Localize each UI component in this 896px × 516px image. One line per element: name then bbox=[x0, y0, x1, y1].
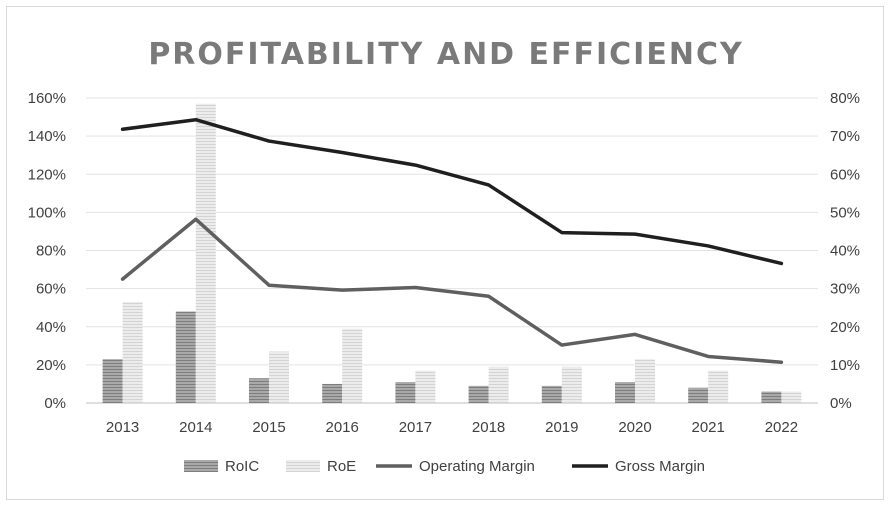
chart-title: PROFITABILITY AND EFFICIENCY bbox=[148, 37, 744, 72]
x-tick-label: 2013 bbox=[106, 419, 139, 436]
y-right-tick-label: 30% bbox=[830, 281, 860, 298]
x-tick-label: 2018 bbox=[472, 419, 505, 436]
x-tick-label: 2022 bbox=[765, 419, 798, 436]
axes: 0% 20% 40% 60% 80% 100% 120% 140% 160% 0% 10% 20% 30… bbox=[28, 90, 860, 436]
bar-roe bbox=[269, 351, 289, 403]
y-left-tick-label: 140% bbox=[28, 128, 66, 145]
bar-roe bbox=[342, 328, 363, 403]
bars bbox=[102, 103, 802, 403]
bar-roe bbox=[195, 103, 216, 403]
legend-label-roe: RoE bbox=[327, 458, 356, 475]
bar-roe bbox=[122, 301, 143, 403]
bar-roe bbox=[635, 359, 655, 403]
x-tick-label: 2014 bbox=[179, 419, 212, 436]
y-left-tick-label: 0% bbox=[44, 395, 66, 412]
y-left-tick-label: 80% bbox=[36, 243, 66, 260]
bar-roe bbox=[415, 370, 436, 403]
bar-roic bbox=[541, 385, 562, 403]
x-tick-label: 2021 bbox=[692, 419, 725, 436]
y-right-tick-label: 10% bbox=[830, 357, 860, 374]
y-right-tick-label: 60% bbox=[830, 166, 860, 183]
bar-roic bbox=[102, 359, 123, 403]
line-gross-margin bbox=[120, 117, 784, 266]
bar-roic bbox=[688, 387, 709, 403]
bar-roic bbox=[761, 391, 782, 403]
bar-roic bbox=[468, 385, 489, 403]
lines bbox=[120, 117, 784, 364]
y-left-tick-label: 20% bbox=[36, 357, 66, 374]
legend-swatch-roic bbox=[184, 460, 218, 472]
legend-label-roic: RoIC bbox=[225, 458, 259, 475]
y-left-tick-label: 100% bbox=[28, 204, 66, 221]
x-tick-label: 2020 bbox=[618, 419, 651, 436]
bar-roic bbox=[395, 382, 416, 403]
bar-roic bbox=[322, 383, 343, 403]
y-right-tick-label: 40% bbox=[830, 243, 860, 260]
line-operating-margin bbox=[120, 217, 784, 364]
y-right-tick-label: 0% bbox=[830, 395, 852, 412]
y-left-tick-label: 40% bbox=[36, 319, 66, 336]
y-right-tick-label: 20% bbox=[830, 319, 860, 336]
bar-roe bbox=[561, 366, 582, 403]
bar-roe bbox=[488, 366, 509, 403]
legend-swatch-roe bbox=[286, 460, 320, 472]
bar-roe bbox=[708, 370, 729, 403]
x-tick-label: 2015 bbox=[252, 419, 285, 436]
bar-roic bbox=[615, 382, 635, 403]
y-left-tick-label: 120% bbox=[28, 166, 66, 183]
y-right-tick-label: 70% bbox=[830, 128, 860, 145]
y-right-tick-label: 80% bbox=[830, 90, 860, 107]
x-tick-label: 2016 bbox=[326, 419, 359, 436]
x-tick-label: 2019 bbox=[545, 419, 578, 436]
x-tick-label: 2017 bbox=[399, 419, 432, 436]
legend-label-operating-margin: Operating Margin bbox=[419, 458, 535, 475]
legend-label-gross-margin: Gross Margin bbox=[615, 458, 705, 475]
bar-roic bbox=[175, 311, 196, 403]
bar-roe bbox=[781, 391, 802, 403]
y-right-tick-label: 50% bbox=[830, 204, 860, 221]
bar-roic bbox=[249, 378, 269, 403]
y-left-tick-label: 160% bbox=[28, 90, 66, 107]
y-left-tick-label: 60% bbox=[36, 281, 66, 298]
legend: RoIC RoE Operating Margin Gross Margin bbox=[184, 458, 705, 475]
